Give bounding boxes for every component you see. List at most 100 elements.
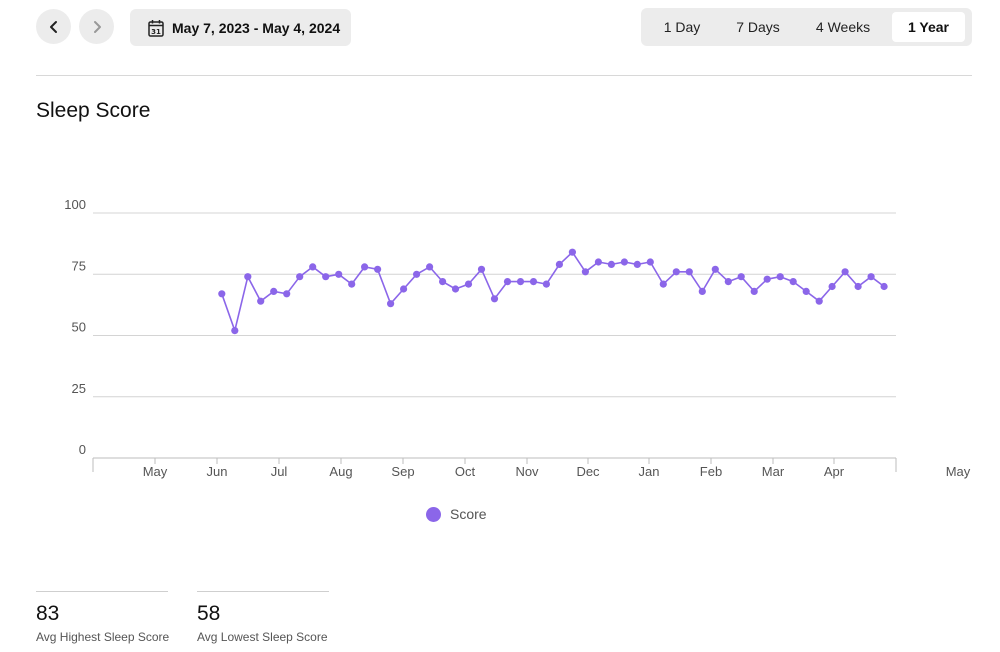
x-tick-label: Apr xyxy=(824,464,845,479)
data-point xyxy=(607,260,616,268)
data-point xyxy=(490,295,499,303)
data-point xyxy=(257,297,265,305)
stat-value: 58 xyxy=(197,602,221,625)
data-point xyxy=(763,275,771,283)
data-point xyxy=(361,263,369,271)
x-tick-label: Feb xyxy=(700,464,722,479)
x-tick-label: Mar xyxy=(762,464,785,479)
data-point xyxy=(724,278,732,286)
grid-layer xyxy=(93,212,896,398)
x-tick-label: Sep xyxy=(391,464,414,479)
data-point xyxy=(218,290,226,298)
data-point xyxy=(581,268,590,276)
y-tick-label: 100 xyxy=(64,197,86,212)
data-point xyxy=(880,282,888,291)
data-point xyxy=(828,282,836,291)
x-tick-label: May xyxy=(946,464,971,479)
legend-label-score: Score xyxy=(450,506,487,522)
stat-label: Avg Highest Sleep Score xyxy=(36,630,170,644)
data-point xyxy=(737,273,745,281)
series-layer xyxy=(218,248,888,335)
stat-divider xyxy=(36,591,168,592)
data-point xyxy=(529,278,538,286)
data-point xyxy=(568,248,577,256)
stat-avg-highest: 83 Avg Highest Sleep Score xyxy=(36,591,170,644)
axis-layer: 0 25 50 75 100 May Jun Jul Aug Sep Oct Nov Dec Jan Feb… xyxy=(64,197,970,479)
data-point xyxy=(633,260,641,268)
data-point xyxy=(854,282,862,291)
x-tick-label: Aug xyxy=(329,464,352,479)
data-point xyxy=(516,278,525,286)
y-tick-label: 25 xyxy=(72,381,86,396)
data-point xyxy=(555,260,564,268)
data-point xyxy=(659,280,667,288)
y-tick-label: 75 xyxy=(72,258,86,273)
x-tick-label: Nov xyxy=(515,464,539,479)
data-point xyxy=(841,268,849,276)
data-point xyxy=(387,300,395,308)
data-point xyxy=(750,287,758,295)
data-point xyxy=(270,287,278,295)
stat-avg-lowest: 58 Avg Lowest Sleep Score xyxy=(197,591,329,644)
toolbar: 31 May 7, 2023 - May 4, 2024 1 Day 7 Day… xyxy=(0,0,1000,60)
data-point xyxy=(789,278,797,286)
data-point xyxy=(685,268,693,276)
tab-1-year[interactable]: 1 Year xyxy=(892,12,965,42)
previous-period-button[interactable] xyxy=(36,9,71,44)
data-point xyxy=(426,263,434,271)
tab-4-weeks[interactable]: 4 Weeks xyxy=(815,19,871,35)
date-range-picker[interactable]: 31 May 7, 2023 - May 4, 2024 xyxy=(130,9,351,46)
data-point xyxy=(451,285,460,293)
data-point xyxy=(335,270,343,278)
x-tick-label: Dec xyxy=(576,464,600,479)
x-tick-label: May xyxy=(143,464,168,479)
x-tick-label: Jan xyxy=(639,464,660,479)
legend-swatch xyxy=(426,506,441,522)
data-point xyxy=(620,258,629,266)
range-tabs: 1 Day 7 Days 4 Weeks 1 Year xyxy=(641,8,972,46)
tab-7-days[interactable]: 7 Days xyxy=(736,19,780,35)
data-point xyxy=(309,263,317,271)
calendar-day-text: 31 xyxy=(151,28,161,36)
data-point xyxy=(439,278,447,286)
data-point xyxy=(672,268,680,276)
data-point xyxy=(503,278,512,286)
data-point xyxy=(542,280,551,288)
data-point xyxy=(776,273,784,281)
header-divider xyxy=(36,75,972,76)
data-point xyxy=(464,280,473,288)
chevron-left-icon xyxy=(49,20,57,33)
stat-value: 83 xyxy=(36,602,60,625)
data-point xyxy=(374,265,382,273)
data-point xyxy=(296,273,304,281)
data-point xyxy=(802,287,810,295)
calendar-icon: 31 xyxy=(148,19,164,37)
data-point xyxy=(867,273,875,281)
page-title: Sleep Score xyxy=(36,99,151,122)
data-point xyxy=(322,273,330,281)
chart-legend[interactable]: Score xyxy=(426,506,487,522)
chevron-right-icon xyxy=(93,20,101,33)
stat-divider xyxy=(197,591,329,592)
data-point xyxy=(283,290,291,298)
series-line xyxy=(221,251,885,332)
y-tick-label: 50 xyxy=(72,320,86,335)
data-point xyxy=(244,273,252,281)
stat-label: Avg Lowest Sleep Score xyxy=(197,630,328,644)
data-point xyxy=(711,265,719,273)
next-period-button[interactable] xyxy=(79,9,114,44)
x-tick-label: Jul xyxy=(271,464,288,479)
tab-1-day[interactable]: 1 Day xyxy=(663,19,701,35)
date-range-label: May 7, 2023 - May 4, 2024 xyxy=(172,19,341,36)
data-point xyxy=(698,287,706,295)
data-point xyxy=(400,285,408,293)
data-point xyxy=(348,280,356,288)
data-point xyxy=(477,265,486,273)
x-tick-label: Jun xyxy=(207,464,228,479)
data-point xyxy=(646,258,654,266)
y-tick-label: 0 xyxy=(79,442,86,457)
data-point xyxy=(413,270,421,278)
data-point xyxy=(594,258,603,266)
data-point xyxy=(231,327,239,335)
x-tick-label: Oct xyxy=(455,464,476,479)
